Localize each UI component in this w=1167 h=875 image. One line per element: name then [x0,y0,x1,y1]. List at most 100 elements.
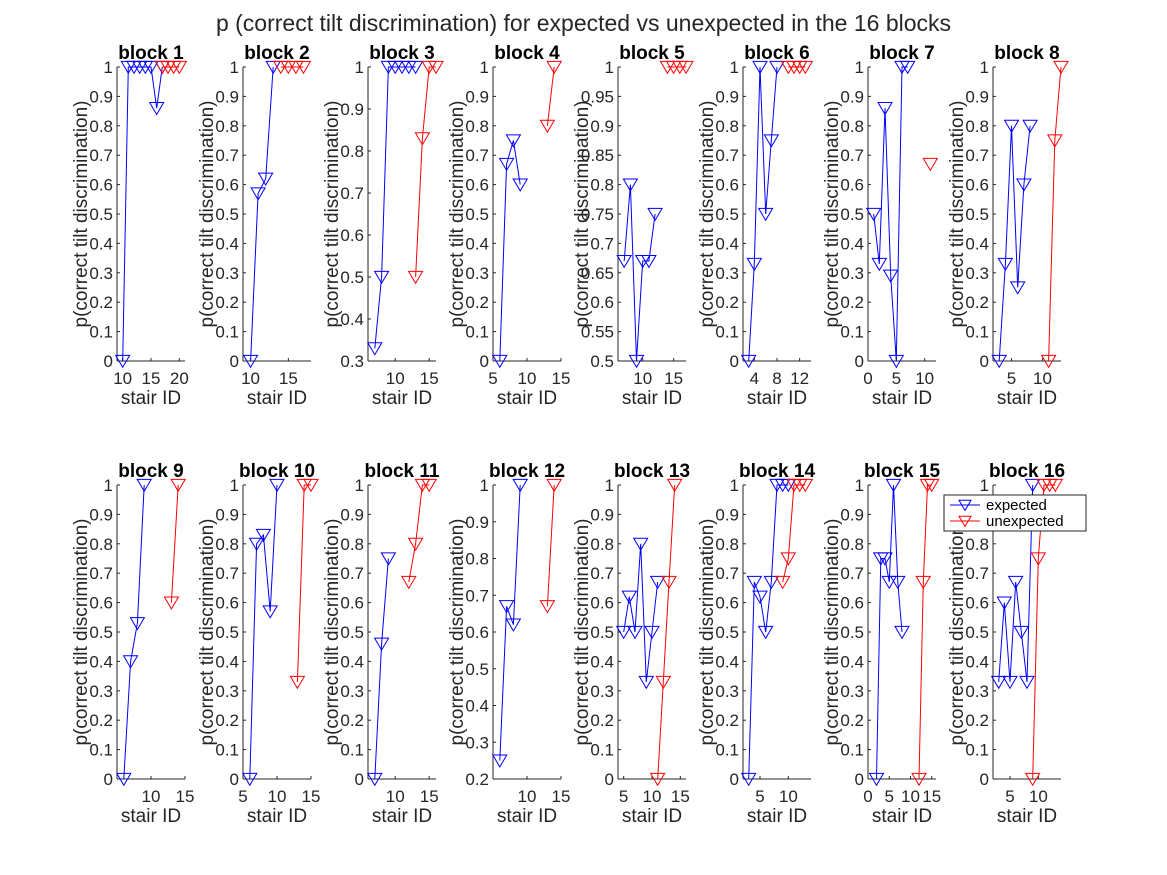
y-tick-label: 0.9 [715,505,739,524]
data-point-unexpected [546,478,563,493]
y-tick-label: 0.4 [590,652,614,671]
x-axis-label: stair ID [747,806,807,827]
x-tick-label: 10 [518,369,537,388]
series-line-expected [374,66,416,349]
data-point-expected [407,60,424,75]
y-tick-label: 0.9 [340,100,364,119]
data-point-unexpected [922,157,939,172]
data-point-expected [1002,675,1018,690]
x-axis-label: stair ID [872,806,932,827]
data-point-unexpected [666,478,683,493]
data-point-expected [1007,575,1024,590]
plot-area [117,67,185,361]
y-tick-label: 0.3 [965,264,989,283]
y-tick-label: 1 [355,58,364,77]
data-point-expected [136,478,153,493]
data-point-unexpected [911,772,927,787]
data-point-expected [877,552,893,566]
data-point-unexpected [774,575,791,590]
x-tick-label: 5 [1005,787,1014,806]
y-tick-label: 0.1 [215,323,239,342]
x-tick-label: 15 [302,787,321,806]
y-tick-label: 0.4 [215,234,239,253]
series-line-expected [623,184,656,362]
series-line-expected [499,484,521,761]
data-point-expected [746,257,763,272]
data-point-expected [373,637,390,652]
y-tick-label: 0.9 [89,87,113,106]
data-point-expected [1003,119,1020,134]
y-tick-label: 0.7 [340,184,364,203]
data-point-expected [644,625,660,640]
x-tick-label: 8 [772,369,781,388]
y-tick-label: 0.6 [840,176,864,195]
x-tick-label: 5 [1007,369,1016,388]
y-tick-label: 0.95 [581,87,614,106]
y-tick-label: 1 [230,476,239,495]
y-tick-label: 0.8 [89,535,113,554]
data-point-expected [1022,119,1038,134]
subplot-title: block 2 [244,43,309,64]
y-tick-label: 0.2 [465,770,489,789]
subplot-15: 00.10.20.30.40.50.60.70.80.910 5 10 15block… [822,461,941,827]
data-point-expected [262,605,279,619]
plot-area [993,67,1061,361]
data-point-unexpected [163,596,180,610]
x-axis-label: stair ID [247,806,307,827]
legend-label-expected: expected [986,497,1047,514]
data-point-unexpected [295,60,312,75]
data-point-unexpected [1024,772,1041,787]
subplot-4: 00.10.20.30.40.50.60.70.80.915 10 15block … [447,43,570,409]
subplot-title: block 14 [739,461,815,482]
y-tick-label: 0.4 [965,652,989,671]
data-point-unexpected [1030,552,1047,566]
y-tick-label: 0.1 [340,741,364,760]
x-tick-label: 15 [420,787,439,806]
y-tick-label: 0.65 [581,264,614,283]
data-point-expected [746,575,763,590]
y-tick-label: 0 [855,352,864,371]
plot-area [993,485,1061,779]
plot-area [493,67,561,361]
x-tick-label: 10 [643,787,662,806]
data-point-unexpected [780,552,797,566]
data-point-expected [752,60,768,75]
y-tick-label: 0.6 [89,176,113,195]
plot-area [743,485,811,779]
y-tick-label: 0.5 [965,623,989,642]
y-tick-label: 0.5 [465,660,489,679]
data-point-expected [241,772,258,787]
y-tick-label: 0.6 [89,594,113,613]
series-line-expected [122,66,163,362]
y-axis-label: p(correct tilt discrimination) [71,519,92,746]
plot-area [493,485,561,779]
y-tick-label: 1 [855,476,864,495]
y-tick-label: 1 [104,476,113,495]
y-tick-label: 0.9 [840,87,864,106]
y-tick-label: 0.6 [590,594,614,613]
data-point-expected [752,590,768,605]
data-point-expected [649,575,666,590]
y-tick-label: 0.3 [715,682,739,701]
y-tick-label: 0 [104,770,113,789]
x-tick-label: 10 [142,787,161,806]
y-tick-label: 0.6 [965,594,989,613]
y-tick-label: 0.8 [215,117,239,136]
x-tick-label: 15 [176,787,195,806]
x-axis-label: stair ID [372,806,432,827]
y-tick-label: 0.2 [89,711,113,730]
series-line-expected [374,558,389,780]
data-point-unexpected [1046,134,1063,148]
y-tick-label: 0.3 [465,264,489,283]
y-tick-label: 1 [104,58,113,77]
data-point-expected [763,134,780,148]
y-tick-label: 0.5 [840,205,864,224]
y-tick-label: 0.75 [581,205,614,224]
x-tick-label: 5 [488,369,497,388]
y-tick-label: 0.7 [590,234,614,253]
data-point-expected [129,617,146,631]
y-tick-label: 1 [980,476,989,495]
y-tick-label: 0.1 [89,323,113,342]
y-tick-label: 0.4 [89,652,113,671]
x-tick-label: 5 [755,787,764,806]
